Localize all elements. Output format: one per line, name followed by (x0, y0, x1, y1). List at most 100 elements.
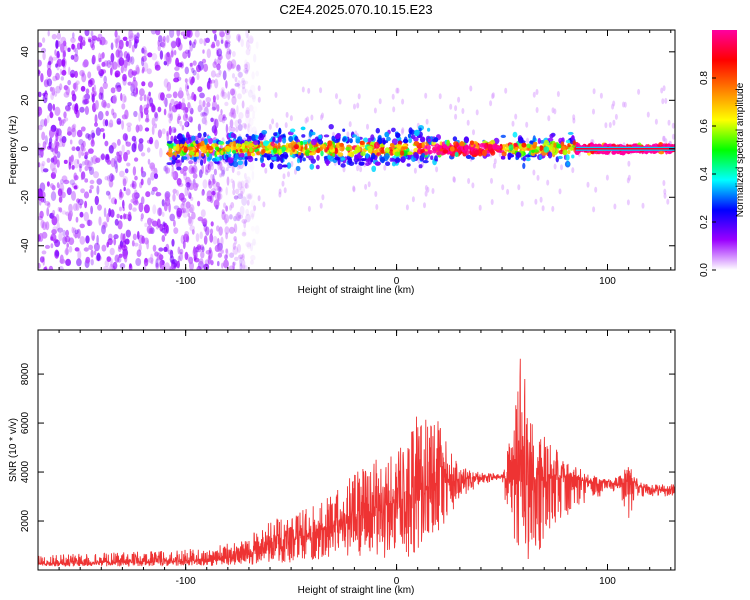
spectrogram-noise-cell (212, 30, 217, 34)
spectrogram-noise-cell (57, 227, 64, 233)
spectrogram-faint-cell (489, 100, 493, 107)
spectrogram-noise-cell (146, 225, 153, 234)
spectrogram-noise-cell (206, 48, 211, 59)
spectrogram-signal-cell (262, 140, 269, 147)
spectrogram-faint-cell (613, 203, 617, 210)
spectrogram-noise-cell (110, 42, 114, 50)
spectrogram-noise-cell (94, 114, 98, 124)
spectrogram-noise-cell (73, 53, 79, 63)
spectrogram-noise-cell (137, 230, 140, 240)
spectrogram-signal-cell (282, 151, 289, 159)
spectrogram-noise-cell (119, 206, 122, 212)
spectrogram-signal-cell (197, 132, 202, 138)
spectrogram-faint-cell (232, 189, 236, 196)
spectrogram-noise-cell (147, 52, 153, 58)
spectrogram-noise-cell (176, 260, 180, 269)
spectrogram-noise-cell (248, 104, 254, 112)
spectrogram-noise-cell (111, 142, 117, 150)
spectrogram-noise-cell (72, 32, 75, 39)
spectrogram-signal-cell (203, 131, 207, 138)
spectrogram-faint-cell (472, 129, 475, 136)
spectrogram-signal-cell (300, 126, 306, 131)
spectrogram-signal-cell (187, 146, 194, 151)
spectrogram-faint-cell (547, 115, 551, 122)
spectrogram-noise-cell (120, 215, 123, 220)
spectrogram-noise-cell (147, 81, 154, 88)
spectrogram-signal-cell (332, 152, 336, 157)
spectrogram-signal-cell (220, 150, 224, 155)
spectrogram-faint-cell (560, 164, 563, 171)
spectrogram-noise-cell (101, 221, 107, 230)
spectrogram-noise-cell (229, 214, 233, 220)
spectrogram-noise-cell (176, 76, 182, 82)
spectrogram-noise-cell (79, 106, 85, 113)
spectrogram-noise-cell (94, 195, 100, 206)
spectrogram-noise-cell (188, 216, 192, 224)
spectrogram-noise-cell (230, 59, 237, 69)
spectrogram-noise-cell (80, 144, 84, 152)
spectrogram-frame (37, 29, 676, 271)
spectrogram-noise-cell (89, 179, 95, 185)
spectrogram-faint-cell (204, 119, 208, 126)
spectrogram-signal-cell (251, 152, 255, 157)
spectrogram-noise-cell (239, 256, 243, 267)
spectrogram-noise-cell (232, 261, 235, 270)
spectrogram-noise-cell (42, 221, 47, 231)
spectrogram-noise-cell (215, 73, 221, 78)
spectrogram-faint-cell (401, 98, 405, 105)
spectrogram-noise-cell (69, 139, 73, 145)
spectrogram-noise-cell (192, 173, 198, 179)
spectrogram-noise-cell (182, 165, 188, 172)
spectrogram-noise-cell (237, 180, 243, 189)
spectrogram-noise-cell (233, 215, 237, 222)
spectrogram-noise-cell (148, 257, 154, 263)
spectrogram-noise-cell (210, 70, 216, 78)
spectrogram-noise-cell (180, 197, 187, 203)
spectrogram-noise-cell (229, 88, 236, 96)
spectrogram-noise-cell (232, 261, 237, 266)
spectrogram-noise-cell (188, 165, 194, 175)
spectrogram-signal-cell (526, 143, 531, 149)
spectrogram-signal-cell (403, 138, 409, 144)
spectrogram-noise-cell (232, 242, 236, 250)
spectrogram-faint-cell (571, 167, 575, 174)
spectrogram-noise-cell (108, 191, 112, 200)
spectrogram-noise-cell (244, 179, 249, 185)
spectrogram-noise-cell (82, 61, 88, 68)
spectrogram-noise-cell (189, 62, 193, 67)
spectrogram-noise-cell (83, 247, 89, 252)
spectrogram-noise-cell (115, 38, 118, 49)
spectrogram-faint-cell (364, 183, 368, 190)
spectrogram-faint-cell (662, 135, 666, 142)
spectrogram-faint-cell (454, 105, 458, 112)
spectrogram-x-tick-label: 100 (599, 276, 616, 287)
spectrogram-faint-cell (641, 202, 645, 209)
spectrogram-noise-cell (49, 110, 53, 117)
snr-plot-area (38, 358, 675, 568)
spectrogram-noise-cell (56, 32, 61, 40)
spectrogram-noise-cell (131, 180, 135, 188)
spectrogram-noise-cell (159, 50, 164, 60)
spectrogram-signal-cell (413, 141, 420, 146)
spectrogram-signal-cell (193, 156, 197, 162)
spectrogram-noise-cell (243, 67, 249, 74)
spectrogram-noise-cell (236, 171, 241, 176)
spectrogram-noise-cell (154, 111, 158, 119)
spectrogram-noise-cell (46, 115, 50, 123)
colorbar-ticks: 0.0 0.2 0.4 0.6 0.8 (699, 71, 716, 277)
spectrogram-faint-cell (586, 181, 590, 188)
spectrogram-signal-cell (320, 150, 324, 157)
spectrogram-noise-cell (136, 249, 142, 257)
spectrogram-noise-cell (90, 205, 93, 215)
spectrogram-noise-cell (176, 30, 181, 37)
spectrogram-noise-cell (97, 111, 104, 121)
spectrogram-noise-cell (96, 234, 99, 245)
spectrogram-signal-cell (566, 161, 570, 166)
spectrogram-signal-cell (547, 151, 553, 159)
spectrogram-noise-cell (199, 231, 203, 240)
spectrogram-noise-cell (134, 175, 138, 181)
spectrogram-faint-cell (342, 166, 346, 173)
spectrogram-noise-cell (114, 155, 118, 165)
spectrogram-noise-cell (200, 244, 204, 251)
spectrogram-noise-cell (114, 254, 120, 263)
